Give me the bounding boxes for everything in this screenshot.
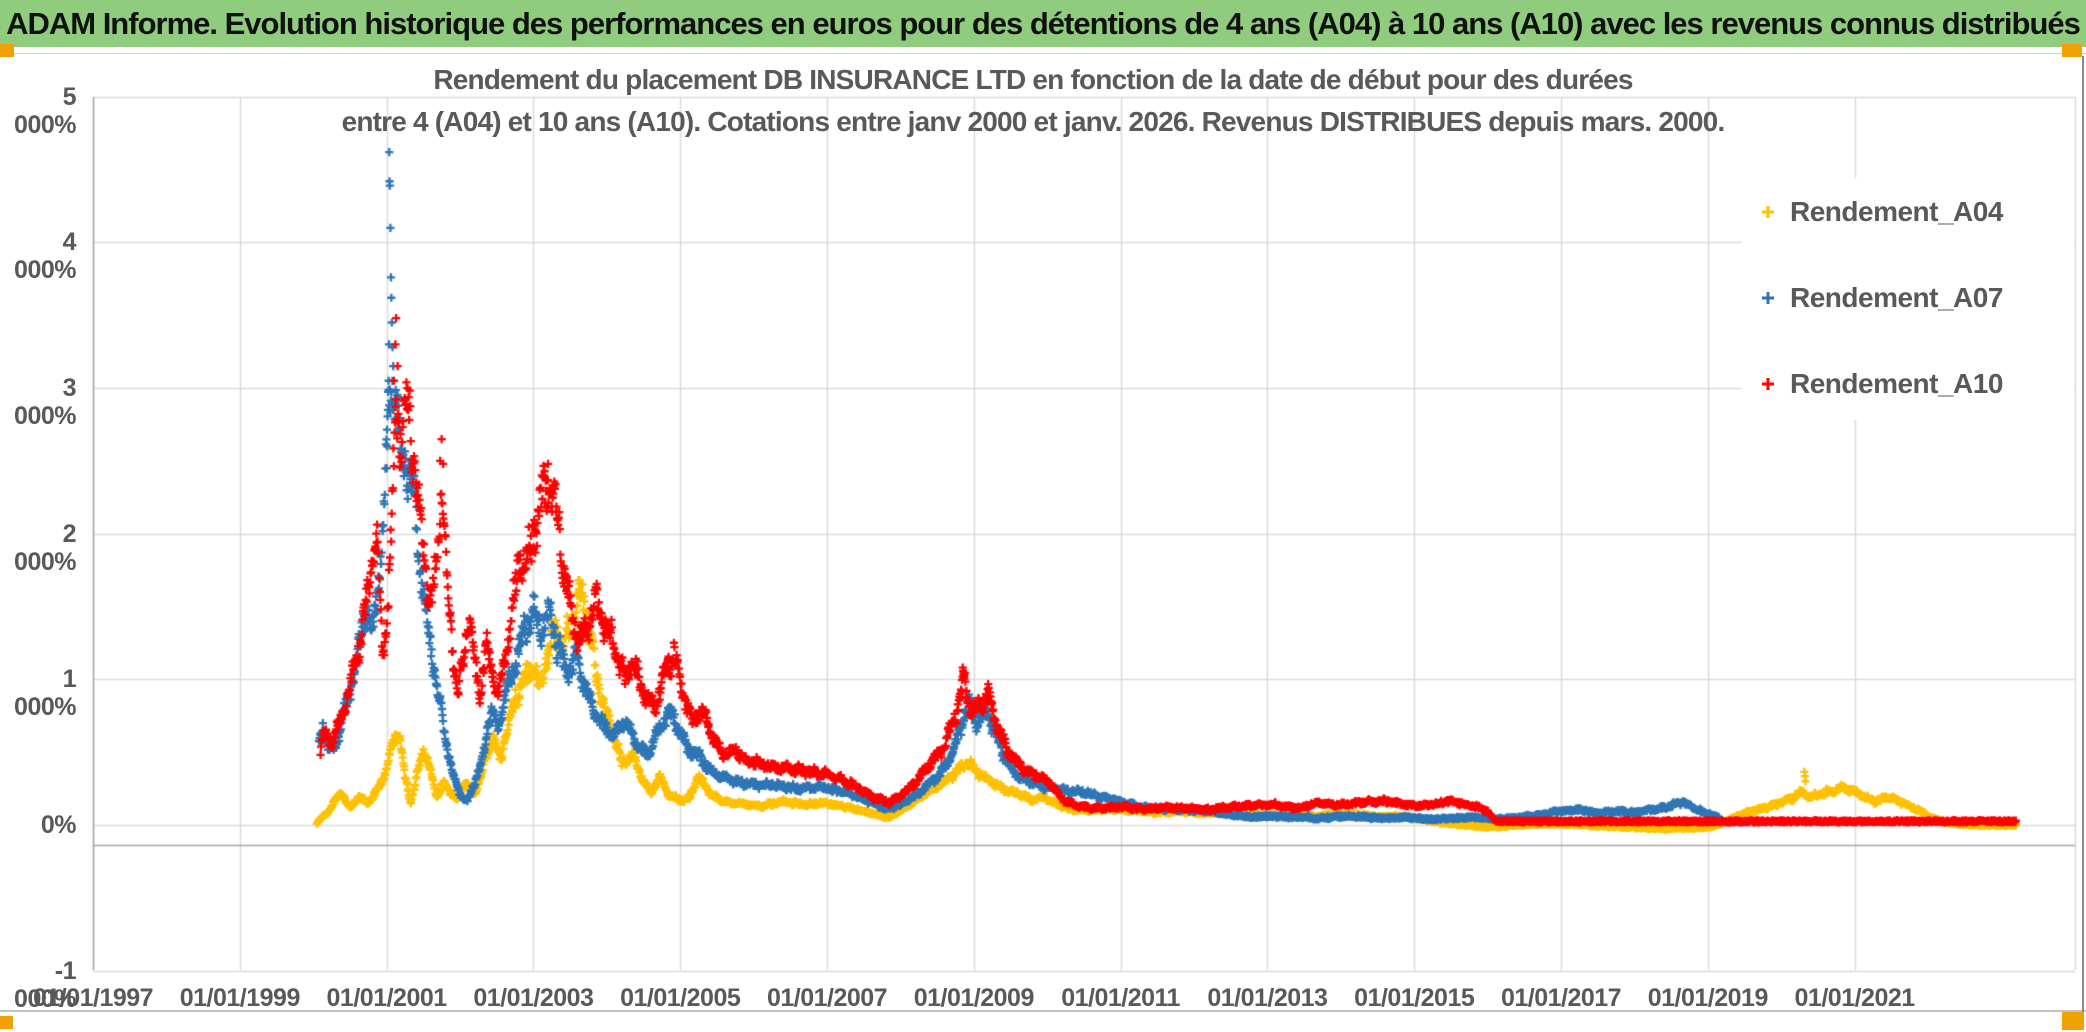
legend-label: Rendement_A07 (1790, 282, 2003, 313)
x-axis-label: 01/01/2007 (766, 984, 888, 1012)
selection-handle-bottom-right[interactable] (2062, 1012, 2084, 1030)
chart-legend[interactable]: Rendement_A04 Rendement_A07 Rendement_A10 (1742, 178, 2074, 420)
y-axis-label: 2 000% (14, 519, 76, 576)
x-axis-label: 01/01/1999 (179, 984, 301, 1012)
legend-label: Rendement_A10 (1790, 368, 2003, 399)
y-axis-label: 4 000% (14, 228, 76, 285)
selection-handle-top-right[interactable] (2062, 44, 2082, 57)
selection-handle-bottom-left[interactable] (0, 1016, 13, 1029)
x-axis-label: 01/01/2013 (1207, 984, 1328, 1012)
y-axis-label: 3 000% (14, 374, 76, 431)
window-right-border (2082, 56, 2084, 1012)
y-axis-label: -1 000% (14, 956, 76, 1013)
x-axis-label: 01/01/2003 (473, 984, 594, 1012)
y-axis-label: 5 000% (14, 82, 76, 139)
plus-marker-icon (1762, 206, 1774, 218)
y-axis-label: 0% (40, 811, 77, 839)
plus-marker-icon (1762, 378, 1774, 390)
plus-marker-icon (1762, 292, 1774, 304)
chart-title-line2: entre 4 (A04) et 10 ans (A10). Cotations… (341, 106, 1726, 137)
chart-title-line1: Rendement du placement DB INSURANCE LTD … (433, 64, 1633, 95)
x-axis-label: 01/01/2021 (1794, 984, 1916, 1012)
x-axis-label: 01/01/1997 (32, 984, 154, 1012)
x-axis-label: 01/01/2019 (1647, 984, 1769, 1012)
y-axis-label: 1 000% (14, 665, 76, 722)
window-bottom-border (0, 1010, 2086, 1012)
legend-item[interactable]: Rendement_A10 (1742, 368, 2074, 400)
legend-item[interactable]: Rendement_A04 (1742, 196, 2074, 228)
x-axis-label: 01/01/2005 (620, 984, 741, 1012)
x-axis-label: 01/01/2009 (913, 984, 1035, 1012)
x-axis-label: 01/01/2011 (1061, 984, 1180, 1012)
legend-label: Rendement_A04 (1790, 196, 2003, 227)
x-axis-label: 01/01/2001 (326, 984, 448, 1012)
legend-item[interactable]: Rendement_A07 (1742, 282, 2074, 314)
x-axis-label: 01/01/2015 (1354, 984, 1475, 1012)
x-axis-label: 01/01/2017 (1500, 984, 1622, 1012)
selection-handle-top-left[interactable] (0, 44, 14, 57)
